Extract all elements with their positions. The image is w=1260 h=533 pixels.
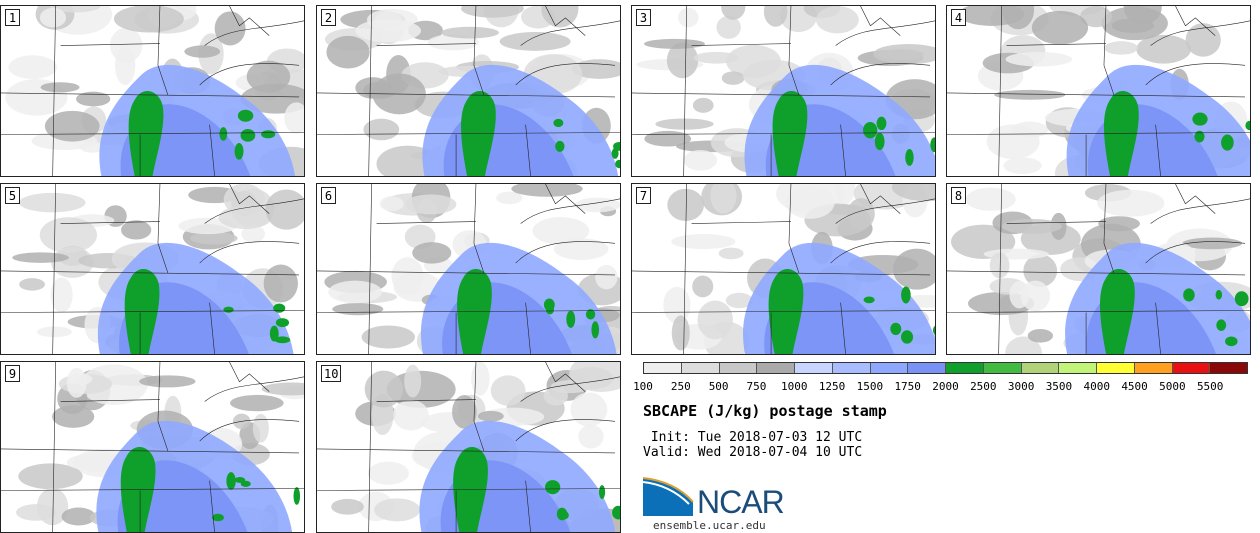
colorbar-tick-label: 500 [708, 380, 729, 393]
stamp-panel-3: 3 [631, 5, 936, 177]
sbcape-map [632, 6, 935, 176]
ncar-logo-text: NCAR [697, 484, 785, 520]
panel-label: 4 [951, 9, 966, 26]
stamp-panel-10: 10 [316, 361, 621, 533]
stamp-panel-1: 1 [0, 5, 305, 177]
stamp-panel-7: 7 [631, 183, 936, 355]
sbcape-map [1, 362, 304, 532]
colorbar-tick-label: 4000 [1083, 380, 1111, 393]
stamp-panel-6: 6 [316, 183, 621, 355]
colorbar-tick-label: 4500 [1121, 380, 1148, 393]
colorbar-tick-label: 5500 [1196, 380, 1224, 393]
valid-time: Valid: Wed 2018-07-04 10 UTC [643, 445, 863, 460]
stamp-panel-5: 5 [0, 183, 305, 355]
colorbar-tick-label: 1000 [781, 380, 808, 393]
panel-label: 6 [321, 187, 336, 204]
sbcape-map [317, 362, 620, 532]
sbcape-map [947, 184, 1250, 354]
stamp-panel-2: 2 [316, 5, 621, 177]
plot-title: SBCAPE (J/kg) postage stamp [643, 402, 887, 420]
colorbar-swatch [1134, 363, 1173, 373]
panel-label: 8 [951, 187, 966, 204]
colorbar-tick-label: 250 [670, 380, 691, 393]
sbcape-map [1, 184, 304, 354]
colorbar [643, 362, 1248, 374]
colorbar-swatch [908, 363, 946, 373]
colorbar-swatch [983, 363, 1022, 373]
colorbar-swatch [795, 363, 833, 373]
sbcape-map [317, 6, 620, 176]
colorbar-swatch [757, 363, 795, 373]
panel-label: 9 [5, 365, 20, 382]
colorbar-swatch [832, 363, 871, 373]
colorbar-tick-label: 750 [746, 380, 767, 393]
panel-label: 7 [636, 187, 651, 204]
colorbar-swatch [644, 363, 682, 373]
colorbar-labels: 100 250 500 750 1000 1250 1500 1750 2000 2500 3000… [0, 380, 1260, 394]
colorbar-tick-label: 1750 [894, 380, 921, 393]
colorbar-tick-label: 2000 [932, 380, 959, 393]
colorbar-tick-label: 1500 [856, 380, 884, 393]
colorbar-swatch [719, 363, 758, 373]
panel-label: 3 [636, 9, 651, 26]
stamp-panel-4: 4 [946, 5, 1251, 177]
colorbar-swatch [1210, 363, 1247, 373]
colorbar-swatch [1021, 363, 1060, 373]
site-url: ensemble.ucar.edu [653, 519, 766, 532]
colorbar-swatch [946, 363, 984, 373]
colorbar-tick-label: 1250 [818, 380, 846, 393]
panel-label: 1 [5, 9, 20, 26]
colorbar-swatch [1097, 363, 1135, 373]
init-time: Init: Tue 2018-07-03 12 UTC [643, 430, 863, 445]
sbcape-map [632, 184, 935, 354]
colorbar-swatch [681, 363, 720, 373]
sbcape-map [1, 6, 304, 176]
colorbar-tick-label: 5000 [1159, 380, 1186, 393]
ncar-logo-icon [643, 477, 694, 516]
colorbar-tick-label: 3500 [1045, 380, 1073, 393]
panel-label: 5 [5, 187, 20, 204]
stamp-panel-8: 8 [946, 183, 1251, 355]
panel-label: 2 [321, 9, 336, 26]
colorbar-tick-label: 2500 [970, 380, 997, 393]
sbcape-map [947, 6, 1250, 176]
colorbar-tick-label: 100 [633, 380, 653, 393]
colorbar-swatch [1059, 363, 1097, 373]
colorbar-swatch [870, 363, 909, 373]
colorbar-tick-label: 3000 [1007, 380, 1035, 393]
stamp-panel-9: 9 [0, 361, 305, 533]
sbcape-map [317, 184, 620, 354]
colorbar-swatch [1172, 363, 1211, 373]
panel-label: 10 [321, 365, 342, 382]
